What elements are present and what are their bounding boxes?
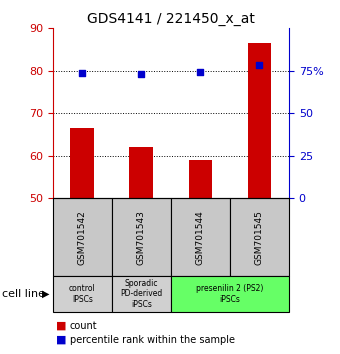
- Point: [139, 72, 144, 77]
- Text: percentile rank within the sample: percentile rank within the sample: [70, 335, 235, 345]
- Bar: [130, 147, 153, 198]
- Text: GSM701543: GSM701543: [137, 210, 146, 265]
- Title: GDS4141 / 221450_x_at: GDS4141 / 221450_x_at: [87, 12, 255, 26]
- Point: [257, 62, 262, 68]
- Text: ▶: ▶: [42, 289, 50, 299]
- Bar: [70, 128, 94, 198]
- Text: GSM701545: GSM701545: [255, 210, 264, 265]
- Point: [80, 70, 85, 76]
- Text: control
IPSCs: control IPSCs: [69, 284, 96, 303]
- Text: Sporadic
PD-derived
iPSCs: Sporadic PD-derived iPSCs: [120, 279, 163, 309]
- Bar: [189, 160, 212, 198]
- Text: presenilin 2 (PS2)
iPSCs: presenilin 2 (PS2) iPSCs: [196, 284, 264, 303]
- Text: ■: ■: [56, 335, 67, 345]
- Text: count: count: [70, 321, 97, 331]
- Bar: [248, 43, 271, 198]
- Point: [198, 69, 203, 74]
- Text: ■: ■: [56, 321, 67, 331]
- Text: GSM701544: GSM701544: [196, 210, 205, 264]
- Text: GSM701542: GSM701542: [78, 210, 87, 264]
- Text: cell line: cell line: [2, 289, 45, 299]
